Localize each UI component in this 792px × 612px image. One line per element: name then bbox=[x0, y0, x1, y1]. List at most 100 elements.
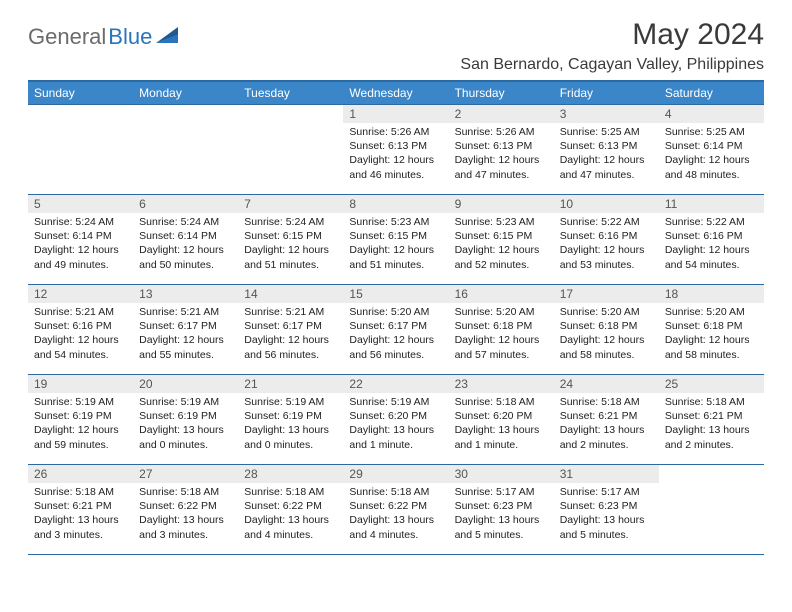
day-details: Sunrise: 5:22 AMSunset: 6:16 PMDaylight:… bbox=[659, 213, 764, 276]
sunrise-line: Sunrise: 5:19 AM bbox=[34, 395, 127, 409]
weekday-header: Saturday bbox=[659, 81, 764, 105]
day-number: 28 bbox=[238, 465, 343, 483]
day-number: 7 bbox=[238, 195, 343, 213]
day-details: Sunrise: 5:18 AMSunset: 6:21 PMDaylight:… bbox=[554, 393, 659, 456]
calendar-day-cell: 25Sunrise: 5:18 AMSunset: 6:21 PMDayligh… bbox=[659, 375, 764, 465]
calendar-day-cell: 3Sunrise: 5:25 AMSunset: 6:13 PMDaylight… bbox=[554, 105, 659, 195]
daylight-line: Daylight: 12 hours and 54 minutes. bbox=[34, 333, 127, 361]
sunset-line: Sunset: 6:14 PM bbox=[665, 139, 758, 153]
sunrise-line: Sunrise: 5:23 AM bbox=[349, 215, 442, 229]
calendar-week-row: 19Sunrise: 5:19 AMSunset: 6:19 PMDayligh… bbox=[28, 375, 764, 465]
calendar-day-cell: 18Sunrise: 5:20 AMSunset: 6:18 PMDayligh… bbox=[659, 285, 764, 375]
day-details: Sunrise: 5:23 AMSunset: 6:15 PMDaylight:… bbox=[343, 213, 448, 276]
sunset-line: Sunset: 6:16 PM bbox=[34, 319, 127, 333]
day-details: Sunrise: 5:19 AMSunset: 6:19 PMDaylight:… bbox=[238, 393, 343, 456]
daylight-line: Daylight: 12 hours and 49 minutes. bbox=[34, 243, 127, 271]
day-details: Sunrise: 5:19 AMSunset: 6:19 PMDaylight:… bbox=[28, 393, 133, 456]
day-details: Sunrise: 5:24 AMSunset: 6:15 PMDaylight:… bbox=[238, 213, 343, 276]
day-details: Sunrise: 5:26 AMSunset: 6:13 PMDaylight:… bbox=[449, 123, 554, 186]
day-details: Sunrise: 5:25 AMSunset: 6:14 PMDaylight:… bbox=[659, 123, 764, 186]
sunrise-line: Sunrise: 5:26 AM bbox=[455, 125, 548, 139]
calendar-page: GeneralBlue May 2024 San Bernardo, Cagay… bbox=[0, 0, 792, 573]
day-number: 12 bbox=[28, 285, 133, 303]
weekday-header: Thursday bbox=[449, 81, 554, 105]
daylight-line: Daylight: 13 hours and 5 minutes. bbox=[455, 513, 548, 541]
day-details: Sunrise: 5:18 AMSunset: 6:21 PMDaylight:… bbox=[28, 483, 133, 546]
header: GeneralBlue May 2024 San Bernardo, Cagay… bbox=[28, 18, 764, 74]
calendar-day-cell: 19Sunrise: 5:19 AMSunset: 6:19 PMDayligh… bbox=[28, 375, 133, 465]
daylight-line: Daylight: 12 hours and 52 minutes. bbox=[455, 243, 548, 271]
day-number: 11 bbox=[659, 195, 764, 213]
day-details: Sunrise: 5:21 AMSunset: 6:17 PMDaylight:… bbox=[238, 303, 343, 366]
calendar-day-cell: 6Sunrise: 5:24 AMSunset: 6:14 PMDaylight… bbox=[133, 195, 238, 285]
sunset-line: Sunset: 6:13 PM bbox=[560, 139, 653, 153]
calendar-day-cell: 21Sunrise: 5:19 AMSunset: 6:19 PMDayligh… bbox=[238, 375, 343, 465]
sunrise-line: Sunrise: 5:18 AM bbox=[34, 485, 127, 499]
logo-text-general: General bbox=[28, 24, 106, 50]
calendar-week-row: 5Sunrise: 5:24 AMSunset: 6:14 PMDaylight… bbox=[28, 195, 764, 285]
sunset-line: Sunset: 6:13 PM bbox=[455, 139, 548, 153]
sunset-line: Sunset: 6:17 PM bbox=[139, 319, 232, 333]
daylight-line: Daylight: 12 hours and 56 minutes. bbox=[244, 333, 337, 361]
calendar-day-cell: 8Sunrise: 5:23 AMSunset: 6:15 PMDaylight… bbox=[343, 195, 448, 285]
daylight-line: Daylight: 12 hours and 59 minutes. bbox=[34, 423, 127, 451]
sunset-line: Sunset: 6:13 PM bbox=[349, 139, 442, 153]
sunrise-line: Sunrise: 5:23 AM bbox=[455, 215, 548, 229]
daylight-line: Daylight: 13 hours and 2 minutes. bbox=[560, 423, 653, 451]
calendar-day-cell: 22Sunrise: 5:19 AMSunset: 6:20 PMDayligh… bbox=[343, 375, 448, 465]
calendar-day-cell: 24Sunrise: 5:18 AMSunset: 6:21 PMDayligh… bbox=[554, 375, 659, 465]
sunrise-line: Sunrise: 5:22 AM bbox=[665, 215, 758, 229]
sunrise-line: Sunrise: 5:24 AM bbox=[34, 215, 127, 229]
daylight-line: Daylight: 12 hours and 57 minutes. bbox=[455, 333, 548, 361]
daylight-line: Daylight: 12 hours and 47 minutes. bbox=[560, 153, 653, 181]
sunrise-line: Sunrise: 5:19 AM bbox=[244, 395, 337, 409]
sunrise-line: Sunrise: 5:21 AM bbox=[34, 305, 127, 319]
logo-triangle-icon bbox=[156, 27, 178, 48]
daylight-line: Daylight: 12 hours and 51 minutes. bbox=[244, 243, 337, 271]
day-number: 24 bbox=[554, 375, 659, 393]
day-details: Sunrise: 5:20 AMSunset: 6:18 PMDaylight:… bbox=[659, 303, 764, 366]
day-details: Sunrise: 5:20 AMSunset: 6:18 PMDaylight:… bbox=[554, 303, 659, 366]
calendar-week-row: 12Sunrise: 5:21 AMSunset: 6:16 PMDayligh… bbox=[28, 285, 764, 375]
sunrise-line: Sunrise: 5:17 AM bbox=[455, 485, 548, 499]
sunrise-line: Sunrise: 5:25 AM bbox=[560, 125, 653, 139]
day-number: 3 bbox=[554, 105, 659, 123]
calendar-day-cell: 28Sunrise: 5:18 AMSunset: 6:22 PMDayligh… bbox=[238, 465, 343, 555]
day-details: Sunrise: 5:20 AMSunset: 6:18 PMDaylight:… bbox=[449, 303, 554, 366]
calendar-day-cell: 13Sunrise: 5:21 AMSunset: 6:17 PMDayligh… bbox=[133, 285, 238, 375]
sunset-line: Sunset: 6:15 PM bbox=[455, 229, 548, 243]
day-details: Sunrise: 5:22 AMSunset: 6:16 PMDaylight:… bbox=[554, 213, 659, 276]
sunset-line: Sunset: 6:19 PM bbox=[244, 409, 337, 423]
daylight-line: Daylight: 12 hours and 53 minutes. bbox=[560, 243, 653, 271]
sunset-line: Sunset: 6:22 PM bbox=[349, 499, 442, 513]
day-details: Sunrise: 5:17 AMSunset: 6:23 PMDaylight:… bbox=[554, 483, 659, 546]
sunrise-line: Sunrise: 5:19 AM bbox=[139, 395, 232, 409]
day-details: Sunrise: 5:18 AMSunset: 6:22 PMDaylight:… bbox=[133, 483, 238, 546]
day-number: 22 bbox=[343, 375, 448, 393]
day-number: 19 bbox=[28, 375, 133, 393]
sunrise-line: Sunrise: 5:18 AM bbox=[665, 395, 758, 409]
sunset-line: Sunset: 6:23 PM bbox=[560, 499, 653, 513]
sunset-line: Sunset: 6:20 PM bbox=[349, 409, 442, 423]
sunset-line: Sunset: 6:17 PM bbox=[244, 319, 337, 333]
day-details: Sunrise: 5:24 AMSunset: 6:14 PMDaylight:… bbox=[133, 213, 238, 276]
day-details: Sunrise: 5:25 AMSunset: 6:13 PMDaylight:… bbox=[554, 123, 659, 186]
day-number: 1 bbox=[343, 105, 448, 123]
weekday-header: Wednesday bbox=[343, 81, 448, 105]
calendar-week-row: 26Sunrise: 5:18 AMSunset: 6:21 PMDayligh… bbox=[28, 465, 764, 555]
day-number: 25 bbox=[659, 375, 764, 393]
day-number: 21 bbox=[238, 375, 343, 393]
calendar-day-cell: 11Sunrise: 5:22 AMSunset: 6:16 PMDayligh… bbox=[659, 195, 764, 285]
sunrise-line: Sunrise: 5:20 AM bbox=[349, 305, 442, 319]
day-number: 9 bbox=[449, 195, 554, 213]
sunrise-line: Sunrise: 5:20 AM bbox=[455, 305, 548, 319]
sunset-line: Sunset: 6:18 PM bbox=[560, 319, 653, 333]
calendar-day-cell bbox=[28, 105, 133, 195]
sunrise-line: Sunrise: 5:24 AM bbox=[244, 215, 337, 229]
sunset-line: Sunset: 6:18 PM bbox=[665, 319, 758, 333]
day-number: 30 bbox=[449, 465, 554, 483]
calendar-day-cell: 26Sunrise: 5:18 AMSunset: 6:21 PMDayligh… bbox=[28, 465, 133, 555]
day-details: Sunrise: 5:18 AMSunset: 6:21 PMDaylight:… bbox=[659, 393, 764, 456]
daylight-line: Daylight: 13 hours and 1 minute. bbox=[455, 423, 548, 451]
sunset-line: Sunset: 6:19 PM bbox=[139, 409, 232, 423]
